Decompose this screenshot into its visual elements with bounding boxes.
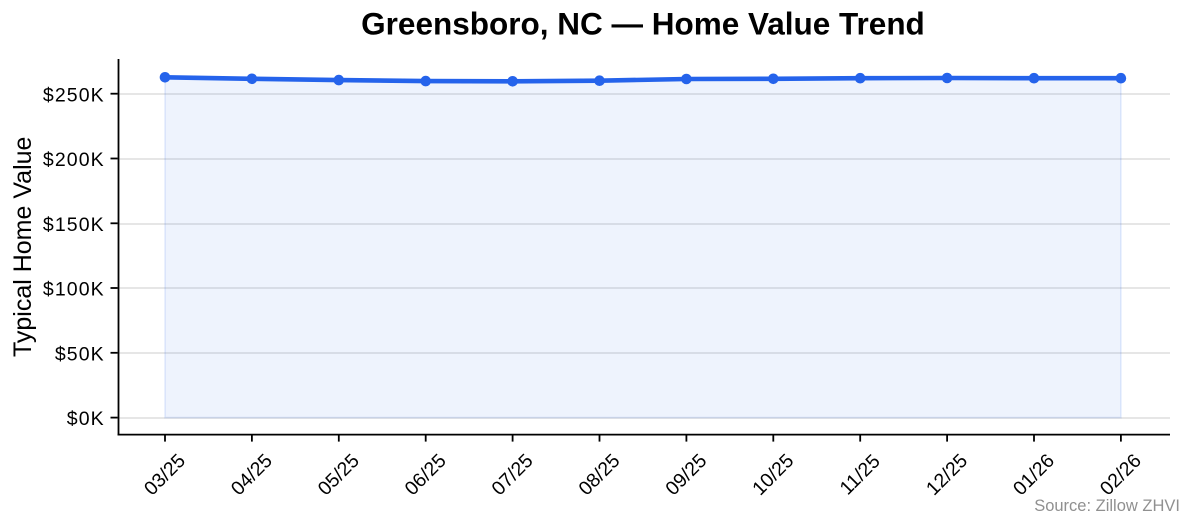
svg-text:Source: Zillow ZHVI: Source: Zillow ZHVI (1034, 497, 1180, 515)
svg-text:09/25: 09/25 (661, 450, 711, 500)
svg-text:11/25: 11/25 (836, 450, 885, 499)
svg-text:08/25: 08/25 (574, 450, 624, 500)
svg-text:$200K: $200K (43, 149, 105, 171)
svg-text:01/26: 01/26 (1009, 450, 1059, 500)
svg-text:04/25: 04/25 (227, 450, 277, 500)
svg-text:$50K: $50K (55, 343, 105, 365)
svg-text:10/25: 10/25 (748, 450, 798, 500)
svg-text:02/26: 02/26 (1096, 450, 1146, 500)
svg-text:Typical Home Value: Typical Home Value (9, 137, 37, 357)
svg-text:Greensboro, NC — Home Value Tr: Greensboro, NC — Home Value Trend (361, 6, 925, 42)
svg-text:$150K: $150K (43, 214, 105, 236)
svg-text:03/25: 03/25 (140, 450, 190, 500)
svg-text:07/25: 07/25 (488, 450, 538, 500)
svg-text:06/25: 06/25 (401, 450, 451, 500)
svg-text:$250K: $250K (43, 84, 105, 106)
svg-text:$0K: $0K (67, 408, 105, 430)
svg-text:12/25: 12/25 (922, 450, 972, 500)
svg-text:05/25: 05/25 (314, 450, 364, 500)
svg-text:$100K: $100K (43, 279, 105, 301)
